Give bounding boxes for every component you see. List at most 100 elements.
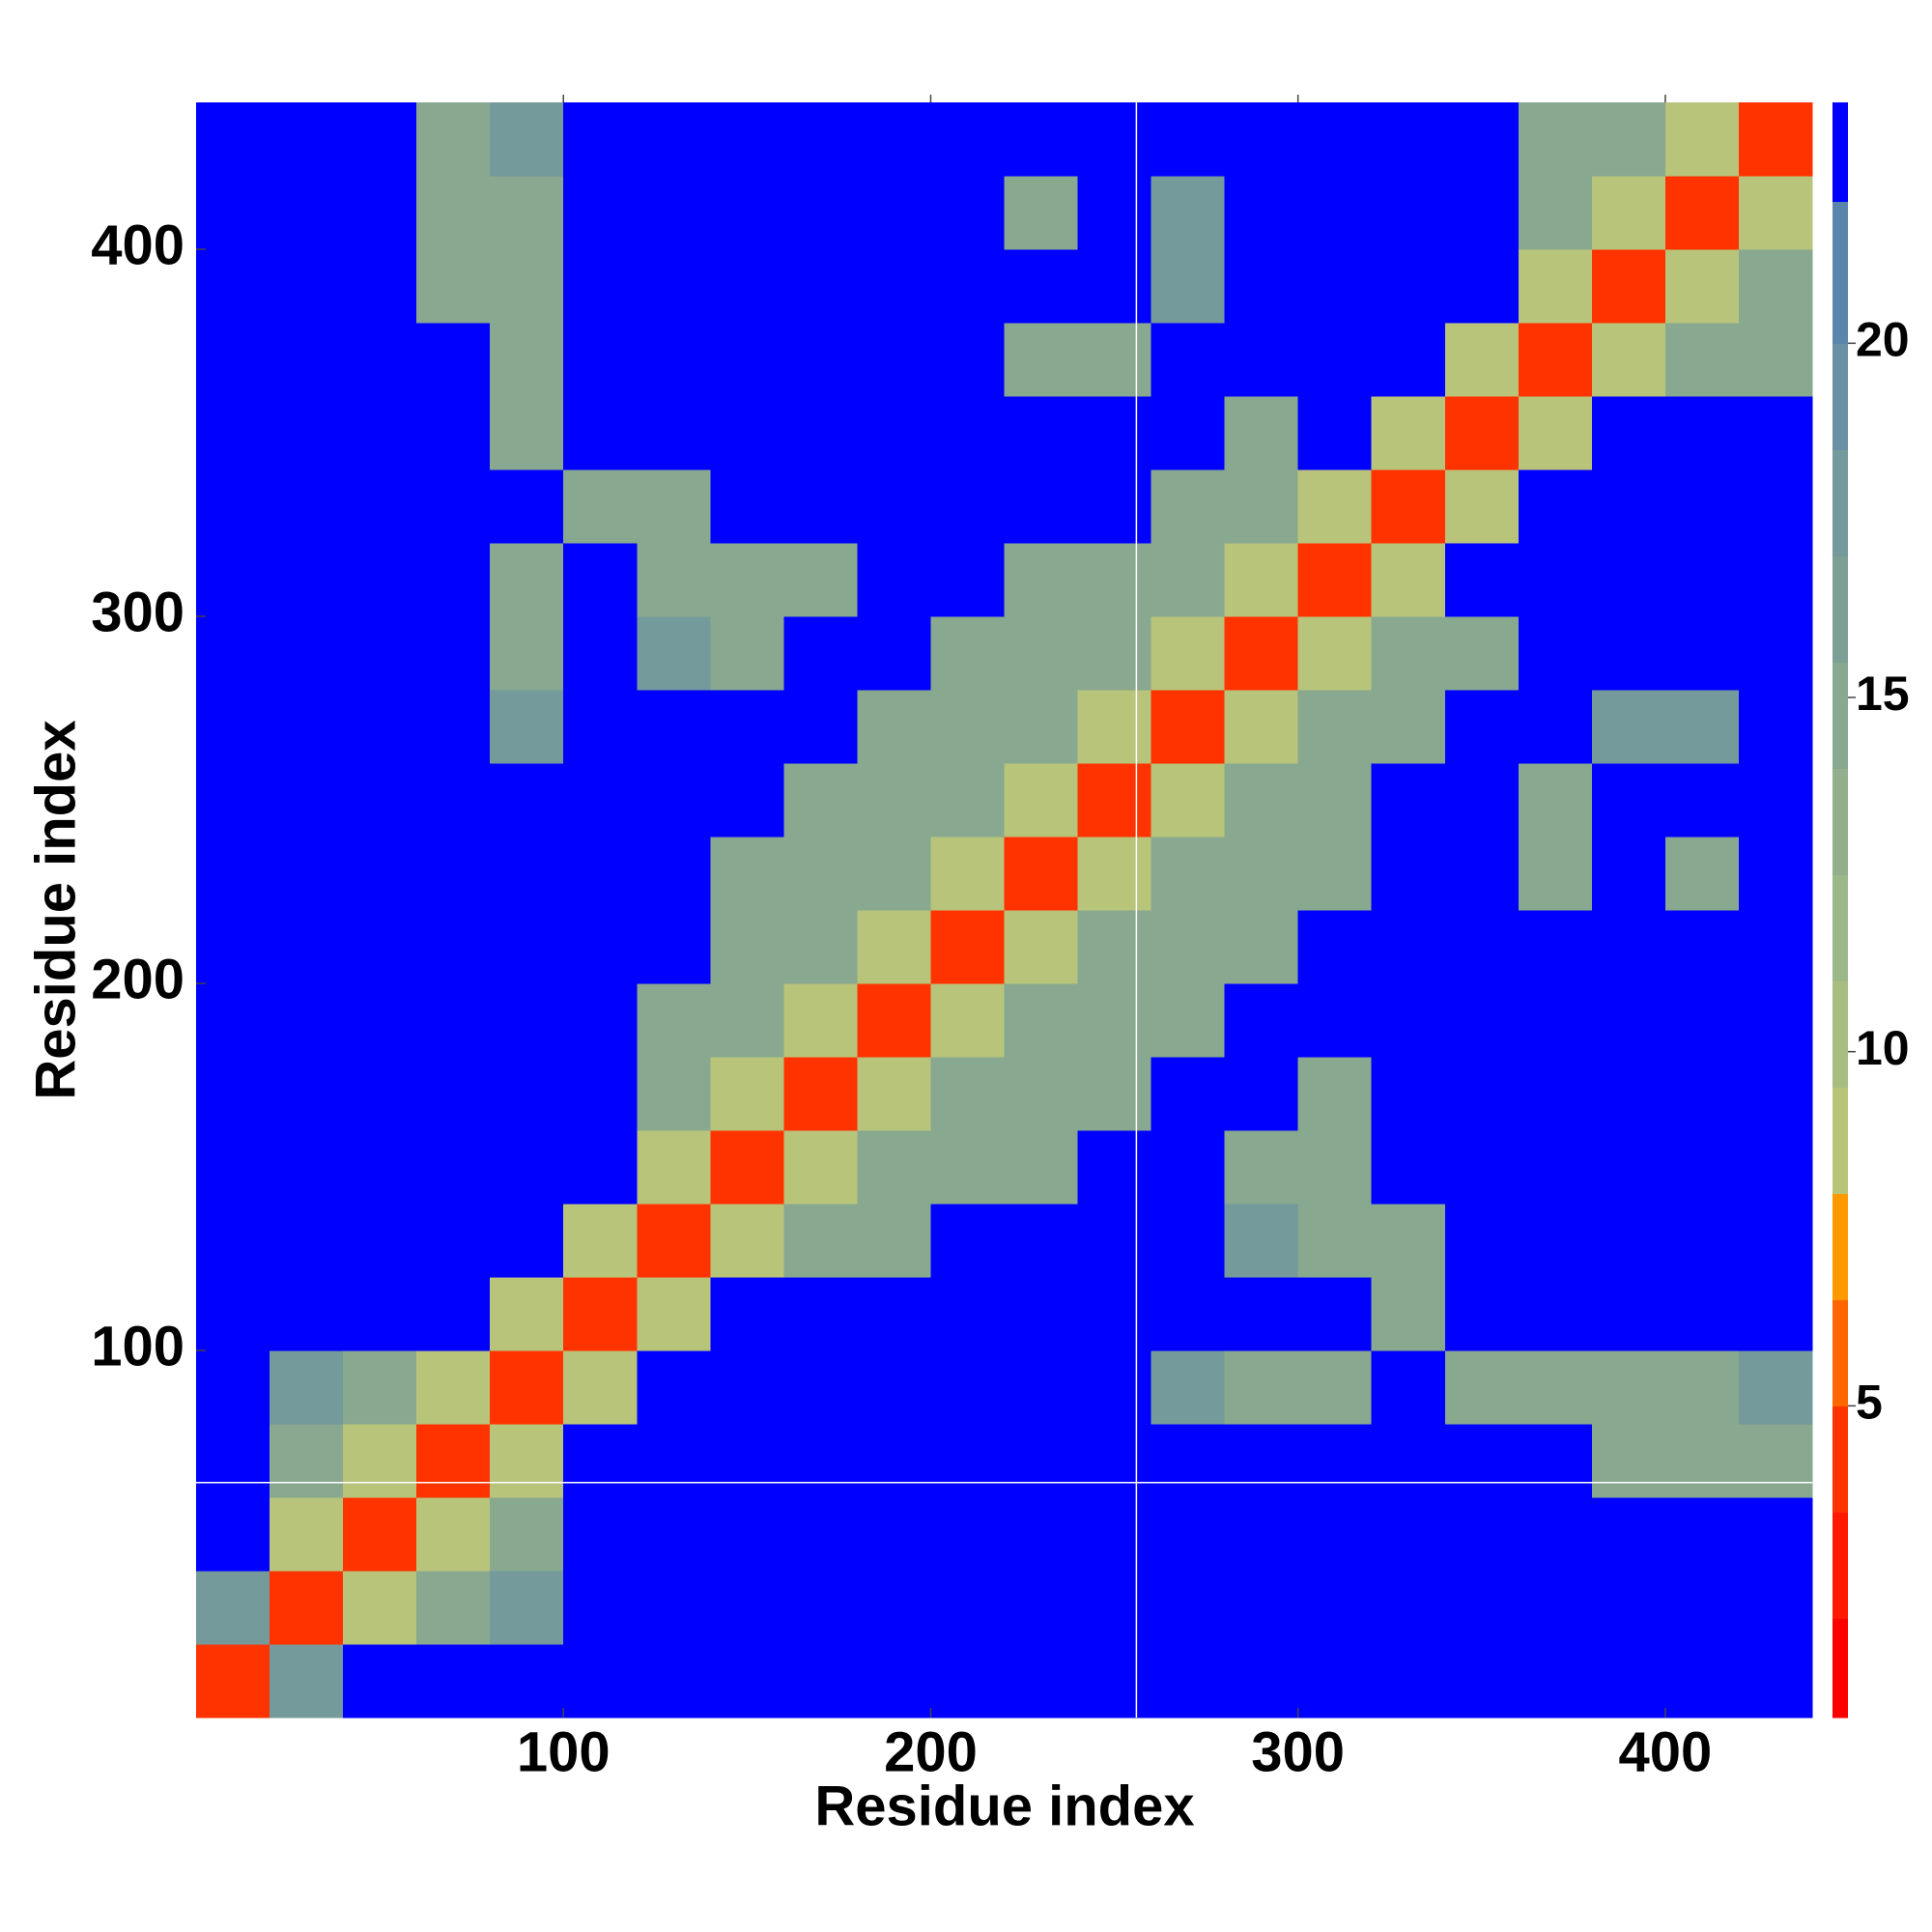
heatmap-cell xyxy=(343,616,417,691)
heatmap-cell xyxy=(1518,1424,1593,1498)
heatmap-cell xyxy=(270,543,344,617)
heatmap-cell xyxy=(1077,1497,1152,1572)
heatmap-cell xyxy=(1371,543,1446,617)
heatmap-cell xyxy=(857,323,931,397)
heatmap-cell xyxy=(1518,1057,1593,1131)
heatmap-cell xyxy=(1738,1350,1813,1425)
heatmap-cell xyxy=(710,837,784,911)
heatmap-cell xyxy=(563,983,638,1058)
heatmap-cell xyxy=(1664,910,1740,984)
heatmap-cell xyxy=(1224,249,1299,324)
heatmap-cell xyxy=(1224,543,1299,617)
heatmap-cell xyxy=(1004,249,1079,324)
heatmap-cell xyxy=(563,1497,638,1572)
heatmap-cell xyxy=(1664,1350,1740,1425)
heatmap-cell xyxy=(490,1204,564,1278)
heatmap-cell xyxy=(196,249,270,324)
heatmap-cell xyxy=(930,1350,1005,1425)
heatmap-cell xyxy=(1444,469,1520,544)
heatmap-cell xyxy=(710,1424,784,1498)
y-tick-label: 100 xyxy=(91,1315,185,1378)
heatmap-cell xyxy=(710,1350,784,1425)
heatmap-cell xyxy=(1151,1204,1226,1278)
heatmap-cell xyxy=(490,543,564,617)
heatmap-cell xyxy=(783,616,858,691)
heatmap-cell xyxy=(710,469,784,544)
heatmap-cell xyxy=(1297,763,1373,838)
heatmap-cell xyxy=(710,1571,784,1645)
heatmap-cell xyxy=(930,690,1005,764)
heatmap-cell xyxy=(637,1057,711,1131)
heatmap-cell xyxy=(1224,1424,1299,1498)
heatmap-cell xyxy=(1444,1204,1520,1278)
heatmap-cell xyxy=(1591,1204,1666,1278)
heatmap-cell xyxy=(196,469,270,544)
heatmap-cell xyxy=(196,763,270,838)
heatmap-cell xyxy=(416,176,491,250)
heatmap-cell xyxy=(1371,1571,1446,1645)
heatmap-cell xyxy=(930,1424,1005,1498)
heatmap-cell xyxy=(637,616,711,691)
heatmap-cell xyxy=(1738,249,1813,324)
heatmap-cell xyxy=(343,1204,417,1278)
heatmap-cell xyxy=(783,396,858,470)
heatmap-cell xyxy=(1738,469,1813,544)
heatmap-cell xyxy=(563,1350,638,1425)
heatmap-cell xyxy=(270,1424,344,1498)
heatmap-cell xyxy=(343,1497,417,1572)
heatmap-cell xyxy=(270,176,344,250)
heatmap-cell xyxy=(1004,763,1079,838)
heatmap-cell xyxy=(857,543,931,617)
heatmap-cell xyxy=(783,690,858,764)
heatmap-cell xyxy=(416,1204,491,1278)
heatmap-cell xyxy=(930,249,1005,324)
heatmap-cell xyxy=(490,616,564,691)
heatmap-cell xyxy=(343,176,417,250)
heatmap-cell xyxy=(1591,176,1666,250)
heatmap-cell xyxy=(1151,396,1226,470)
heatmap-cell xyxy=(1151,1350,1226,1425)
heatmap-cell xyxy=(930,616,1005,691)
heatmap-cell xyxy=(1297,396,1373,470)
heatmap-cell xyxy=(343,1571,417,1645)
heatmap-cell xyxy=(1004,1350,1079,1425)
heatmap-cell xyxy=(857,983,931,1058)
heatmap-cell xyxy=(1664,1130,1740,1205)
heatmap-cell xyxy=(1518,983,1593,1058)
heatmap-cell xyxy=(1077,543,1152,617)
heatmap-cell xyxy=(637,1277,711,1351)
colorbar xyxy=(1833,102,1848,1719)
heatmap-cell xyxy=(1518,763,1593,838)
heatmap-cell xyxy=(416,1350,491,1425)
heatmap-cell xyxy=(1297,323,1373,397)
heatmap-cell xyxy=(1151,176,1226,250)
heatmap-cell xyxy=(1077,1057,1152,1131)
heatmap-cell xyxy=(1518,1350,1593,1425)
heatmap-cell xyxy=(1664,1057,1740,1131)
heatmap-cell xyxy=(710,1644,784,1719)
heatmap-cell xyxy=(563,469,638,544)
heatmap-cell xyxy=(563,616,638,691)
heatmap-cell xyxy=(1004,1497,1079,1572)
heatmap-cell xyxy=(637,983,711,1058)
heatmap-cell xyxy=(1518,910,1593,984)
heatmap-cell xyxy=(1077,837,1152,911)
colorbar-segment xyxy=(1833,449,1848,556)
heatmap-cell xyxy=(1004,469,1079,544)
heatmap-cell xyxy=(857,616,931,691)
heatmap-cell xyxy=(270,323,344,397)
heatmap-cell xyxy=(490,763,564,838)
heatmap-cell xyxy=(1151,249,1226,324)
heatmap-cell xyxy=(1444,323,1520,397)
heatmap-cell xyxy=(196,910,270,984)
heatmap-cell xyxy=(930,763,1005,838)
y-axis-label: Residue index xyxy=(24,720,87,1099)
heatmap-cell xyxy=(563,910,638,984)
heatmap-cell xyxy=(710,983,784,1058)
heatmap-cell xyxy=(270,1204,344,1278)
heatmap-cell xyxy=(1371,469,1446,544)
heatmap-cell xyxy=(343,102,417,177)
heatmap-cell xyxy=(270,1497,344,1572)
heatmap-cell xyxy=(1591,396,1666,470)
